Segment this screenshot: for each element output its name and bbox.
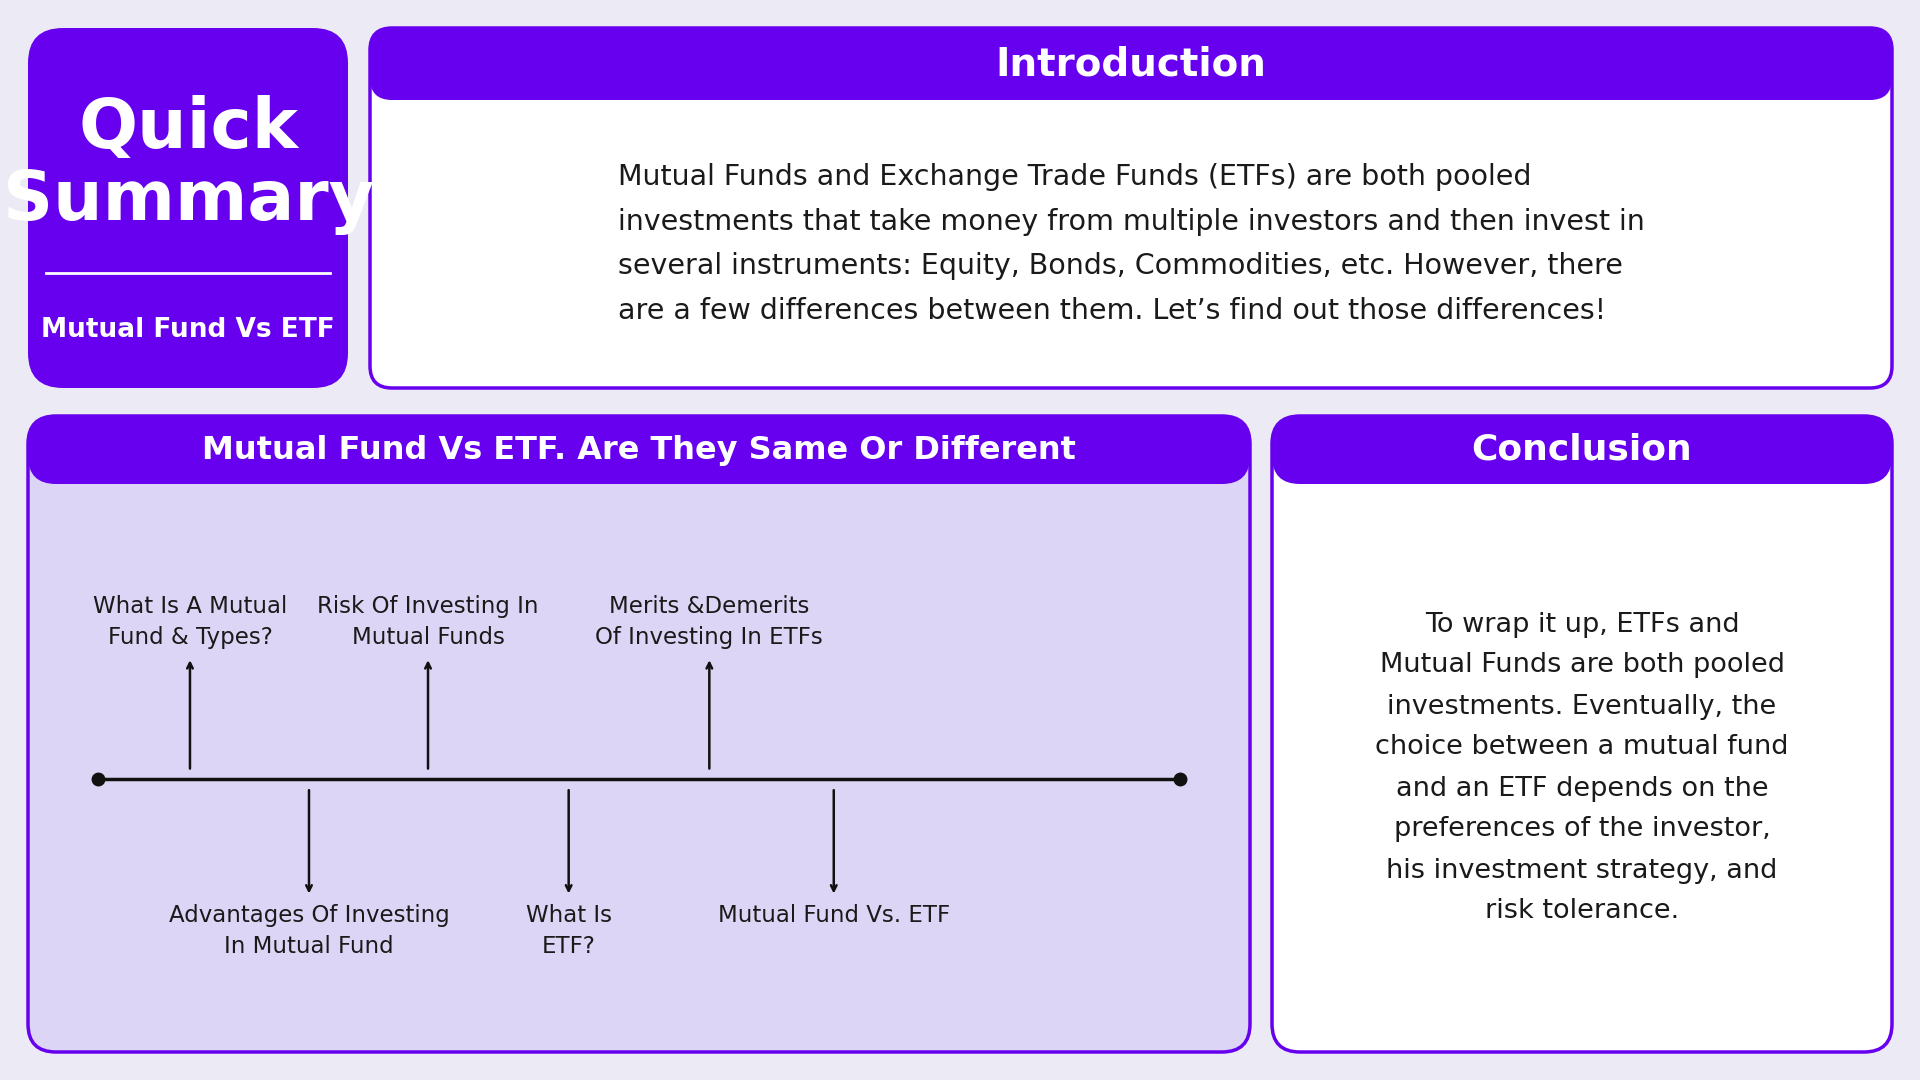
FancyBboxPatch shape [29, 416, 1250, 484]
FancyBboxPatch shape [1271, 416, 1891, 1052]
FancyBboxPatch shape [1271, 416, 1891, 484]
FancyBboxPatch shape [371, 28, 1891, 388]
Text: Quick
Summary: Quick Summary [2, 95, 372, 235]
Text: Risk Of Investing In
Mutual Funds: Risk Of Investing In Mutual Funds [317, 595, 540, 649]
FancyBboxPatch shape [29, 416, 1250, 1052]
Text: Conclusion: Conclusion [1471, 433, 1692, 467]
Text: Mutual Fund Vs ETF. Are They Same Or Different: Mutual Fund Vs ETF. Are They Same Or Dif… [202, 434, 1075, 465]
Text: Introduction: Introduction [996, 45, 1267, 83]
FancyBboxPatch shape [29, 28, 348, 388]
Text: Merits &Demerits
Of Investing In ETFs: Merits &Demerits Of Investing In ETFs [595, 595, 824, 649]
Text: What Is
ETF?: What Is ETF? [526, 904, 612, 958]
Text: Mutual Funds and Exchange Trade Funds (ETFs) are both pooled
investments that ta: Mutual Funds and Exchange Trade Funds (E… [618, 163, 1644, 325]
Text: Mutual Fund Vs. ETF: Mutual Fund Vs. ETF [718, 904, 950, 928]
FancyBboxPatch shape [371, 28, 1891, 100]
Text: What Is A Mutual
Fund & Types?: What Is A Mutual Fund & Types? [92, 595, 288, 649]
Text: To wrap it up, ETFs and
Mutual Funds are both pooled
investments. Eventually, th: To wrap it up, ETFs and Mutual Funds are… [1375, 611, 1789, 924]
Text: Advantages Of Investing
In Mutual Fund: Advantages Of Investing In Mutual Fund [169, 904, 449, 958]
Text: Mutual Fund Vs ETF: Mutual Fund Vs ETF [40, 318, 334, 343]
